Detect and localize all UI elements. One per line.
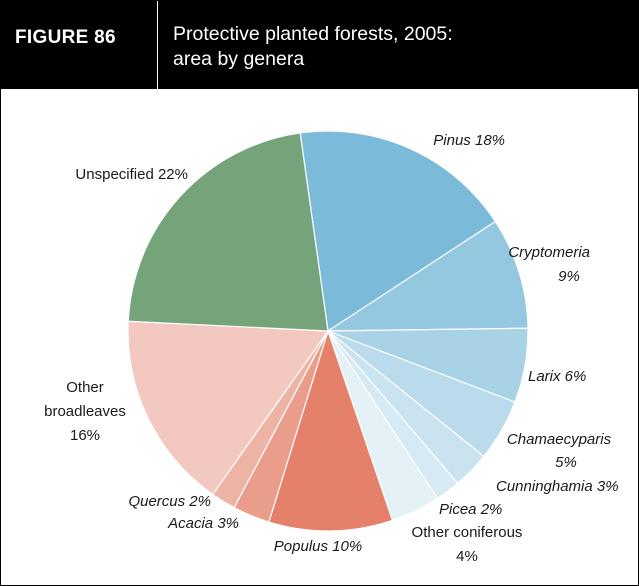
pie-chart: Pinus 18% Cryptomeria 9% Larix 6% Chamae… bbox=[44, 130, 619, 565]
label-cryptomeria-value: 9% bbox=[558, 268, 580, 285]
label-other-coniferous-value: 4% bbox=[456, 548, 478, 565]
pie-labels: Pinus 18% Cryptomeria 9% Larix 6% Chamae… bbox=[44, 132, 618, 565]
label-chamaecyparis-name: Chamaecyparis bbox=[507, 431, 612, 448]
label-picea: Picea 2% bbox=[439, 501, 502, 518]
label-cunninghamia: Cunninghamia 3% bbox=[496, 478, 619, 495]
pie-slice-other-broadleaves bbox=[127, 320, 330, 496]
pie-slice-pinus bbox=[299, 130, 497, 333]
figure-label: FIGURE 86 bbox=[15, 27, 116, 48]
label-unspecified: Unspecified 22% bbox=[75, 166, 188, 183]
header-divider bbox=[157, 1, 158, 89]
pie-slice-unspecified bbox=[127, 132, 329, 332]
label-other-coniferous-name: Other coniferous bbox=[412, 524, 523, 541]
label-other-broadleaves-line-3: 16% bbox=[70, 427, 100, 444]
label-chamaecyparis-value: 5% bbox=[555, 454, 577, 471]
label-quercus: Quercus 2% bbox=[128, 493, 211, 510]
label-cryptomeria-name: Cryptomeria bbox=[508, 244, 590, 261]
label-other-broadleaves-line-1: Other bbox=[66, 379, 104, 396]
figure-title-line-2: area by genera bbox=[173, 48, 305, 70]
label-larix: Larix 6% bbox=[528, 368, 586, 385]
label-populus: Populus 10% bbox=[274, 538, 362, 555]
label-other-broadleaves-line-2: broadleaves bbox=[44, 403, 126, 420]
figure-header: FIGURE 86 Protective planted forests, 20… bbox=[1, 1, 638, 89]
figure-title: Protective planted forests, 2005: area b… bbox=[173, 22, 613, 72]
pie-slice-cryptomeria bbox=[325, 220, 529, 332]
label-pinus: Pinus 18% bbox=[433, 132, 505, 149]
pie-slices bbox=[127, 130, 529, 532]
figure-title-line-1: Protective planted forests, 2005: bbox=[173, 23, 453, 45]
pie-slice-populus bbox=[268, 329, 394, 532]
label-acacia: Acacia 3% bbox=[167, 515, 239, 532]
